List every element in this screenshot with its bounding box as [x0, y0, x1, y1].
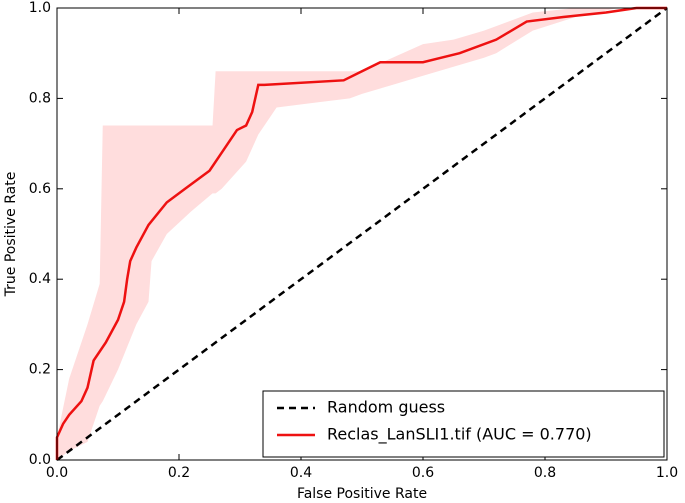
x-tick-label: 0.0 — [46, 465, 68, 481]
series-line — [55, 6, 667, 460]
y-tick-label: 0.4 — [29, 271, 51, 287]
plot-frame — [56, 7, 668, 461]
legend-box — [262, 390, 665, 458]
y-tick-label: 0.0 — [29, 452, 51, 468]
x-tick-label: 0.2 — [168, 465, 190, 481]
x-axis-label: False Positive Rate — [297, 486, 427, 502]
y-tick-label: 0.8 — [29, 90, 51, 106]
y-tick-label: 0.6 — [29, 181, 51, 197]
x-tick-label: 0.4 — [290, 465, 312, 481]
x-tick-label: 0.8 — [534, 465, 556, 481]
x-tick-label: 1.0 — [656, 465, 678, 481]
y-tick-label: 0.2 — [29, 362, 51, 378]
legend-label: Random guess — [327, 398, 445, 417]
x-tick-label: 0.6 — [412, 465, 434, 481]
y-tick-label: 1.0 — [29, 0, 51, 16]
y-axis-label: True Positive Rate — [3, 172, 19, 298]
series-line — [56, 6, 668, 462]
legend-label: Reclas_LanSLI1.tif (AUC = 0.770) — [327, 425, 592, 445]
